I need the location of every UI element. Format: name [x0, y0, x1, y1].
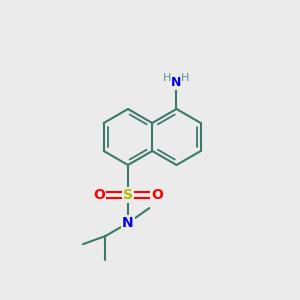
- Text: N: N: [171, 76, 182, 89]
- Text: H: H: [163, 73, 172, 83]
- Text: O: O: [93, 188, 105, 202]
- Text: S: S: [123, 188, 133, 202]
- Text: N: N: [122, 216, 134, 230]
- Text: O: O: [151, 188, 163, 202]
- Text: H: H: [181, 73, 190, 83]
